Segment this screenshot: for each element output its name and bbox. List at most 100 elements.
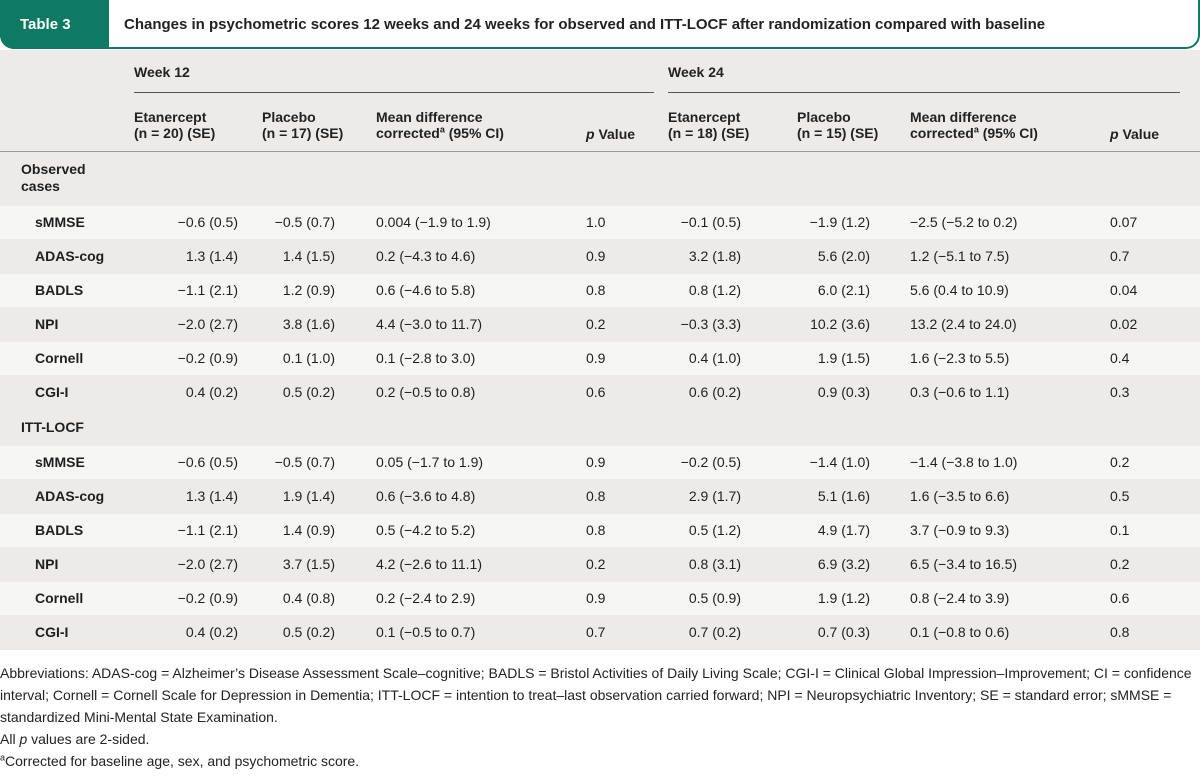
data-table: Week 12 Week 24 Etanercept (n = 20) (SE) … xyxy=(0,50,1200,650)
table-cell: 0.2 (−4.3 to 4.6) xyxy=(376,248,476,264)
table-cell: −0.5 (0.7) xyxy=(274,454,335,470)
col-placebo-w12: Placebo (n = 17) (SE) xyxy=(262,109,344,141)
table-cell: 0.9 xyxy=(586,248,606,264)
table-footnotes: Abbreviations: ADAS-cog = Alzheimer’s Di… xyxy=(0,662,1200,772)
row-band xyxy=(0,446,1200,479)
table-cell: 0.4 (0.2) xyxy=(185,384,238,400)
row-band xyxy=(0,514,1200,547)
row-measure: Cornell xyxy=(35,350,84,366)
table-cell: −1.1 (2.1) xyxy=(177,282,238,298)
table-cell: −0.2 (0.9) xyxy=(177,590,238,606)
row-band xyxy=(0,274,1200,307)
table-cell: 0.2 (−0.5 to 0.8) xyxy=(376,384,476,400)
table-cell: 13.2 (2.4 to 24.0) xyxy=(910,316,1017,332)
table-cell: 3.7 (−0.9 to 9.3) xyxy=(910,522,1010,538)
row-measure: ADAS-cog xyxy=(35,488,105,504)
table-cell: −1.9 (1.2) xyxy=(809,214,870,230)
table-cell: 1.0 xyxy=(586,214,606,230)
table-cell: 0.8 (1.2) xyxy=(688,282,741,298)
table-cell: 0.7 xyxy=(1110,248,1130,264)
table-cell: 10.2 (3.6) xyxy=(810,316,870,332)
table-cell: 0.6 (−3.6 to 4.8) xyxy=(376,488,476,504)
table-cell: 3.7 (1.5) xyxy=(282,556,335,572)
table-cell: 0.9 xyxy=(586,454,606,470)
row-measure: NPI xyxy=(35,316,59,332)
table-cell: 0.2 xyxy=(586,316,606,332)
week24-rule xyxy=(668,92,1180,93)
row-measure: sMMSE xyxy=(35,454,85,470)
table-cell: 0.1 (−0.5 to 0.7) xyxy=(376,624,476,640)
table-cell: 0.4 (0.8) xyxy=(282,590,335,606)
row-band xyxy=(0,582,1200,615)
table-cell: 5.1 (1.6) xyxy=(817,488,870,504)
table-cell: 0.6 xyxy=(586,384,606,400)
row-measure: ADAS-cog xyxy=(35,248,105,264)
table-cell: 6.0 (2.1) xyxy=(817,282,870,298)
table-cell: 1.4 (0.9) xyxy=(282,522,335,538)
table-cell: 1.9 (1.4) xyxy=(282,488,335,504)
col-etanercept-w12: Etanercept (n = 20) (SE) xyxy=(134,109,216,141)
table-cell: 0.8 xyxy=(586,282,606,298)
row-measure: BADLS xyxy=(35,522,84,538)
row-band xyxy=(0,342,1200,375)
table-cell: −0.6 (0.5) xyxy=(177,214,238,230)
table-cell: 0.7 (0.3) xyxy=(817,624,870,640)
pvalue-note: All p values are 2-sided. xyxy=(0,731,150,747)
table-cell: 3.8 (1.6) xyxy=(282,316,335,332)
table-label: Table 3 xyxy=(0,0,109,49)
table-cell: 0.04 xyxy=(1110,282,1138,298)
table-cell: 1.2 (0.9) xyxy=(282,282,335,298)
table-cell: 1.6 (−2.3 to 5.5) xyxy=(910,350,1010,366)
table-cell: 0.7 xyxy=(586,624,606,640)
table-cell: −0.3 (3.3) xyxy=(680,316,741,332)
week12-rule xyxy=(134,92,654,93)
week12-header: Week 12 xyxy=(134,64,190,80)
table-cell: 1.3 (1.4) xyxy=(185,248,238,264)
table-cell: 0.6 (0.2) xyxy=(688,384,741,400)
table-cell: 0.7 (0.2) xyxy=(688,624,741,640)
table-cell: 2.9 (1.7) xyxy=(688,488,741,504)
table-cell: 0.05 (−1.7 to 1.9) xyxy=(376,454,484,470)
row-band xyxy=(0,206,1200,239)
col-pvalue-w12: p Value xyxy=(586,126,636,142)
col-placebo-w24: Placebo (n = 15) (SE) xyxy=(797,109,879,141)
col-pvalue-w24: p Value xyxy=(1110,126,1160,142)
table-cell: 4.2 (−2.6 to 11.1) xyxy=(376,556,482,572)
table-cell: −2.0 (2.7) xyxy=(177,316,238,332)
table-cell: 0.8 (3.1) xyxy=(688,556,741,572)
col-mean-diff-w12: Mean difference correcteda (95% CI) xyxy=(376,109,504,141)
week24-header: Week 24 xyxy=(668,64,724,80)
table-cell: 4.4 (−3.0 to 11.7) xyxy=(376,316,482,332)
table-cell: 0.4 (1.0) xyxy=(688,350,741,366)
col-etanercept-w24: Etanercept (n = 18) (SE) xyxy=(668,109,750,141)
table-header-frame xyxy=(0,0,1200,49)
table-cell: 0.5 (−4.2 to 5.2) xyxy=(376,522,476,538)
table-cell: 3.2 (1.8) xyxy=(688,248,741,264)
table-cell: 0.2 xyxy=(1110,454,1130,470)
table-cell: 1.4 (1.5) xyxy=(282,248,335,264)
table-cell: 5.6 (2.0) xyxy=(817,248,870,264)
table-cell: 1.6 (−3.5 to 6.6) xyxy=(910,488,1010,504)
table-cell: 0.1 xyxy=(1110,522,1130,538)
row-measure: sMMSE xyxy=(35,214,85,230)
table-cell: −1.4 (1.0) xyxy=(809,454,870,470)
table-cell: 0.5 xyxy=(1110,488,1130,504)
table-cell: 1.3 (1.4) xyxy=(185,488,238,504)
table-cell: 0.8 xyxy=(586,488,606,504)
section-label: ITT-LOCF xyxy=(21,419,84,436)
table-cell: 6.5 (−3.4 to 16.5) xyxy=(910,556,1018,572)
table-cell: 0.02 xyxy=(1110,316,1138,332)
table-cell: −1.4 (−3.8 to 1.0) xyxy=(910,454,1018,470)
table-cell: 0.6 xyxy=(1110,590,1130,606)
section-label: Observed cases xyxy=(21,161,86,195)
table-title: Changes in psychometric scores 12 weeks … xyxy=(124,16,1046,33)
table-cell: 0.9 xyxy=(586,590,606,606)
table-cell: 4.9 (1.7) xyxy=(817,522,870,538)
table-cell: 5.6 (0.4 to 10.9) xyxy=(910,282,1009,298)
section-label-line: Observed xyxy=(21,161,86,177)
row-measure: NPI xyxy=(35,556,59,572)
row-measure: CGI-I xyxy=(35,384,69,400)
corrected-note: aCorrected for baseline age, sex, and ps… xyxy=(0,752,360,769)
table-cell: 0.8 xyxy=(1110,624,1130,640)
table-cell: 0.9 xyxy=(586,350,606,366)
